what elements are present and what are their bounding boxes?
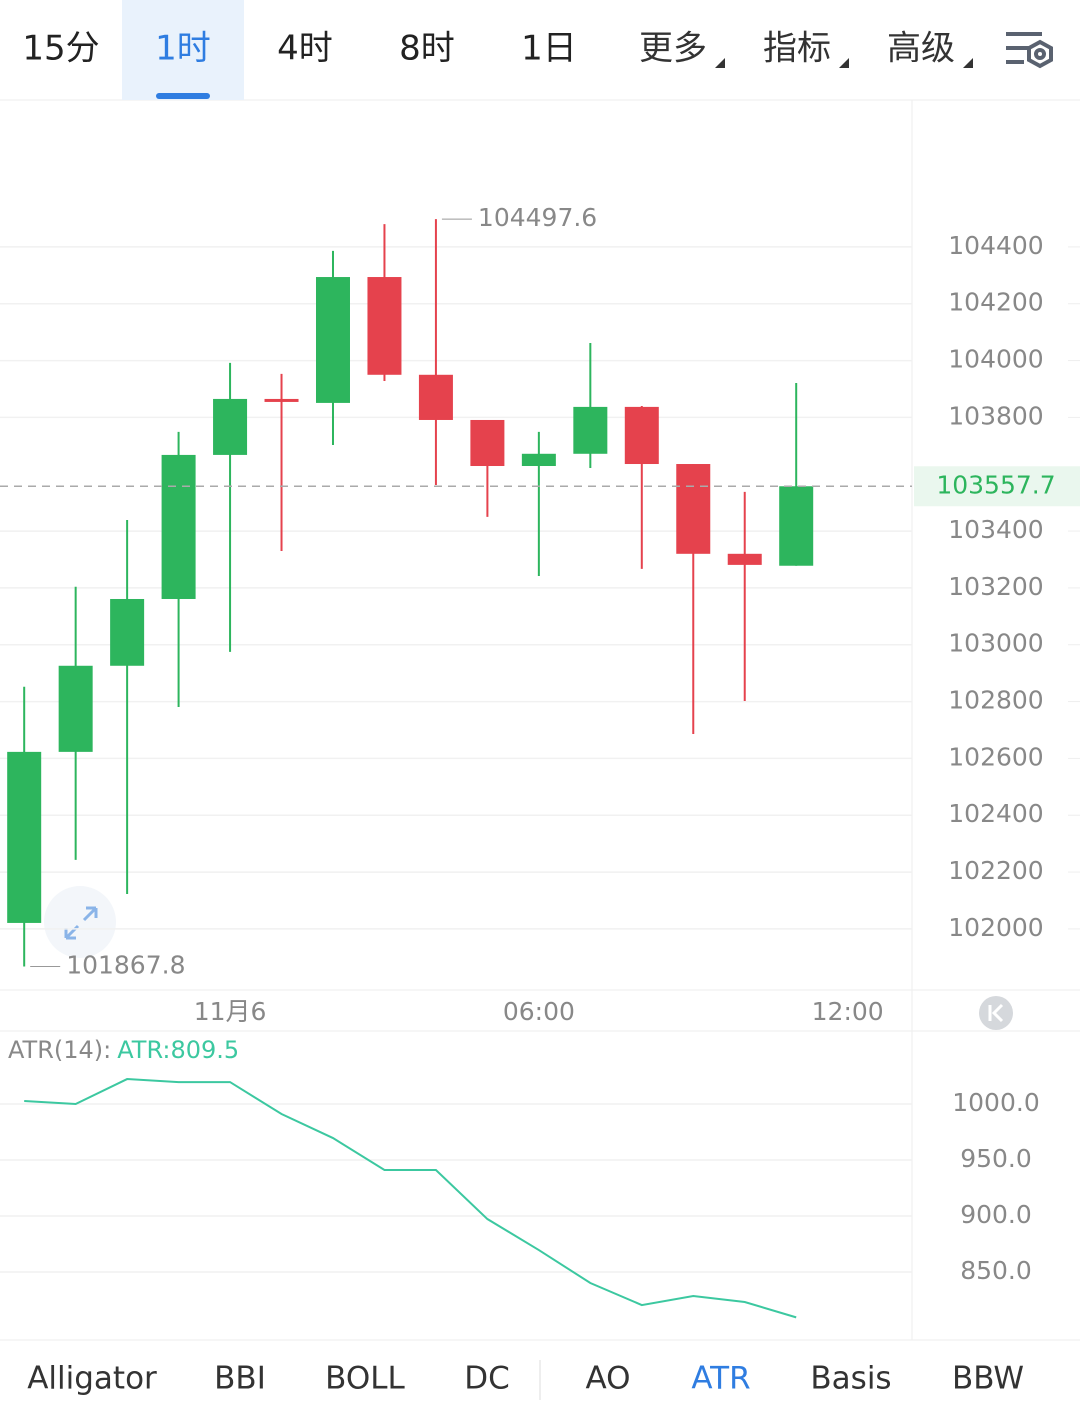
time-tab[interactable]: 15分 xyxy=(22,29,99,69)
indicator-tab[interactable]: AO xyxy=(585,1361,630,1397)
candle-body xyxy=(161,454,196,599)
last-price-label: 103557.7 xyxy=(936,470,1055,499)
x-tick-label: 11月6 xyxy=(194,997,267,1026)
candle-body xyxy=(470,419,505,467)
candle-body xyxy=(676,464,711,554)
indicator-tab[interactable]: BBW xyxy=(952,1361,1024,1397)
candle-body xyxy=(58,665,93,752)
settings-icon[interactable] xyxy=(1006,32,1053,69)
y-tick-label: 103400 xyxy=(948,515,1043,544)
y-tick-label: 103000 xyxy=(948,629,1043,658)
candle-body xyxy=(779,486,814,566)
active-tab-bg xyxy=(122,0,244,100)
menu-tab[interactable]: 指标 xyxy=(763,29,831,69)
time-tab[interactable]: 1日 xyxy=(521,29,577,69)
indicator-tab[interactable]: DC xyxy=(464,1361,510,1397)
y-tick-label: 102400 xyxy=(948,799,1043,828)
y-tick-label: 104000 xyxy=(948,345,1043,374)
candle-body xyxy=(264,398,299,402)
dropdown-marker xyxy=(715,58,725,68)
indicator-title: ATR(14): xyxy=(8,1036,111,1064)
extreme-label: 101867.8 xyxy=(66,950,185,979)
time-tab[interactable]: 4时 xyxy=(277,29,333,69)
y-tick-label: 900.0 xyxy=(960,1200,1032,1229)
candle-body xyxy=(110,598,145,666)
dropdown-marker xyxy=(963,58,973,68)
candle-body xyxy=(7,751,42,923)
y-tick-label: 850.0 xyxy=(960,1256,1032,1285)
y-tick-label: 102200 xyxy=(948,856,1043,885)
indicator-tab[interactable]: Alligator xyxy=(27,1361,157,1397)
candle-body xyxy=(213,398,248,455)
y-tick-label: 102000 xyxy=(948,913,1043,942)
y-tick-label: 1000.0 xyxy=(952,1088,1039,1117)
active-tab-indicator xyxy=(156,93,210,99)
y-tick-label: 104400 xyxy=(948,231,1043,260)
extreme-label: 104497.6 xyxy=(478,203,597,232)
candle-body xyxy=(624,406,659,465)
indicator-line xyxy=(24,1078,797,1319)
x-tick-label: 06:00 xyxy=(503,997,575,1026)
x-tick-label: 12:00 xyxy=(812,997,884,1026)
y-tick-label: 102600 xyxy=(948,742,1043,771)
dropdown-marker xyxy=(839,58,849,68)
indicator-tab[interactable]: BOLL xyxy=(325,1361,405,1397)
menu-tab[interactable]: 更多 xyxy=(639,29,707,69)
scroll-latest-button[interactable] xyxy=(979,996,1013,1030)
y-tick-label: 103800 xyxy=(948,401,1043,430)
time-tab[interactable]: 8时 xyxy=(399,29,455,69)
last-price-box xyxy=(914,466,1080,507)
indicator-tab[interactable]: ATR xyxy=(691,1361,750,1397)
indicator-tab[interactable]: Basis xyxy=(810,1361,891,1397)
y-tick-label: 102800 xyxy=(948,686,1043,715)
candle-body xyxy=(367,277,402,375)
indicator-tab[interactable]: BBI xyxy=(214,1361,266,1397)
candle-body xyxy=(727,553,762,565)
menu-tab[interactable]: 高级 xyxy=(887,29,955,69)
indicator-readout: ATR:809.5 xyxy=(117,1036,239,1064)
candle-body xyxy=(315,277,350,403)
candle-body xyxy=(521,453,556,467)
y-tick-label: 950.0 xyxy=(960,1144,1032,1173)
time-tab[interactable]: 1时 xyxy=(155,29,211,69)
candle-body xyxy=(418,374,453,420)
candle-body xyxy=(573,406,608,454)
y-tick-label: 104200 xyxy=(948,288,1043,317)
expand-button[interactable] xyxy=(44,886,116,958)
y-tick-label: 103200 xyxy=(948,572,1043,601)
